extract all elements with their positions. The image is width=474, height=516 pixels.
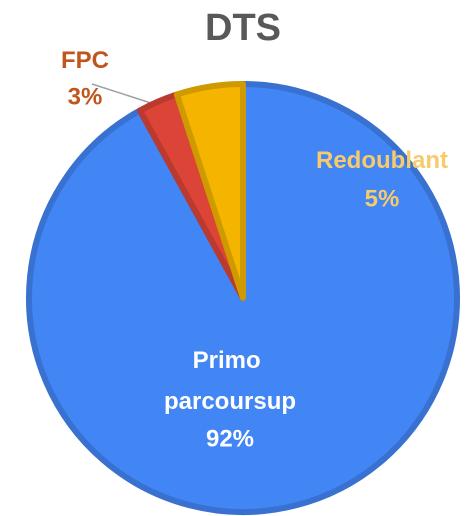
pie-slice	[26, 81, 460, 515]
leader-line	[91, 83, 155, 105]
pie-slice	[173, 81, 246, 301]
slice-value-label: 92%	[206, 425, 254, 452]
label-line: Redoublant	[316, 147, 448, 174]
chart-title: DTS	[205, 7, 281, 49]
label-line: parcoursup	[164, 388, 296, 415]
slice-label: FPC	[61, 47, 109, 74]
slice-label: Primo parcoursup	[164, 347, 296, 415]
slice-value-label: 5%	[365, 185, 400, 212]
label-line: Primo	[193, 347, 268, 374]
label-line: FPC	[61, 47, 109, 74]
slice-label: Redoublant	[316, 147, 448, 174]
slice-value-label: 3%	[68, 83, 103, 110]
